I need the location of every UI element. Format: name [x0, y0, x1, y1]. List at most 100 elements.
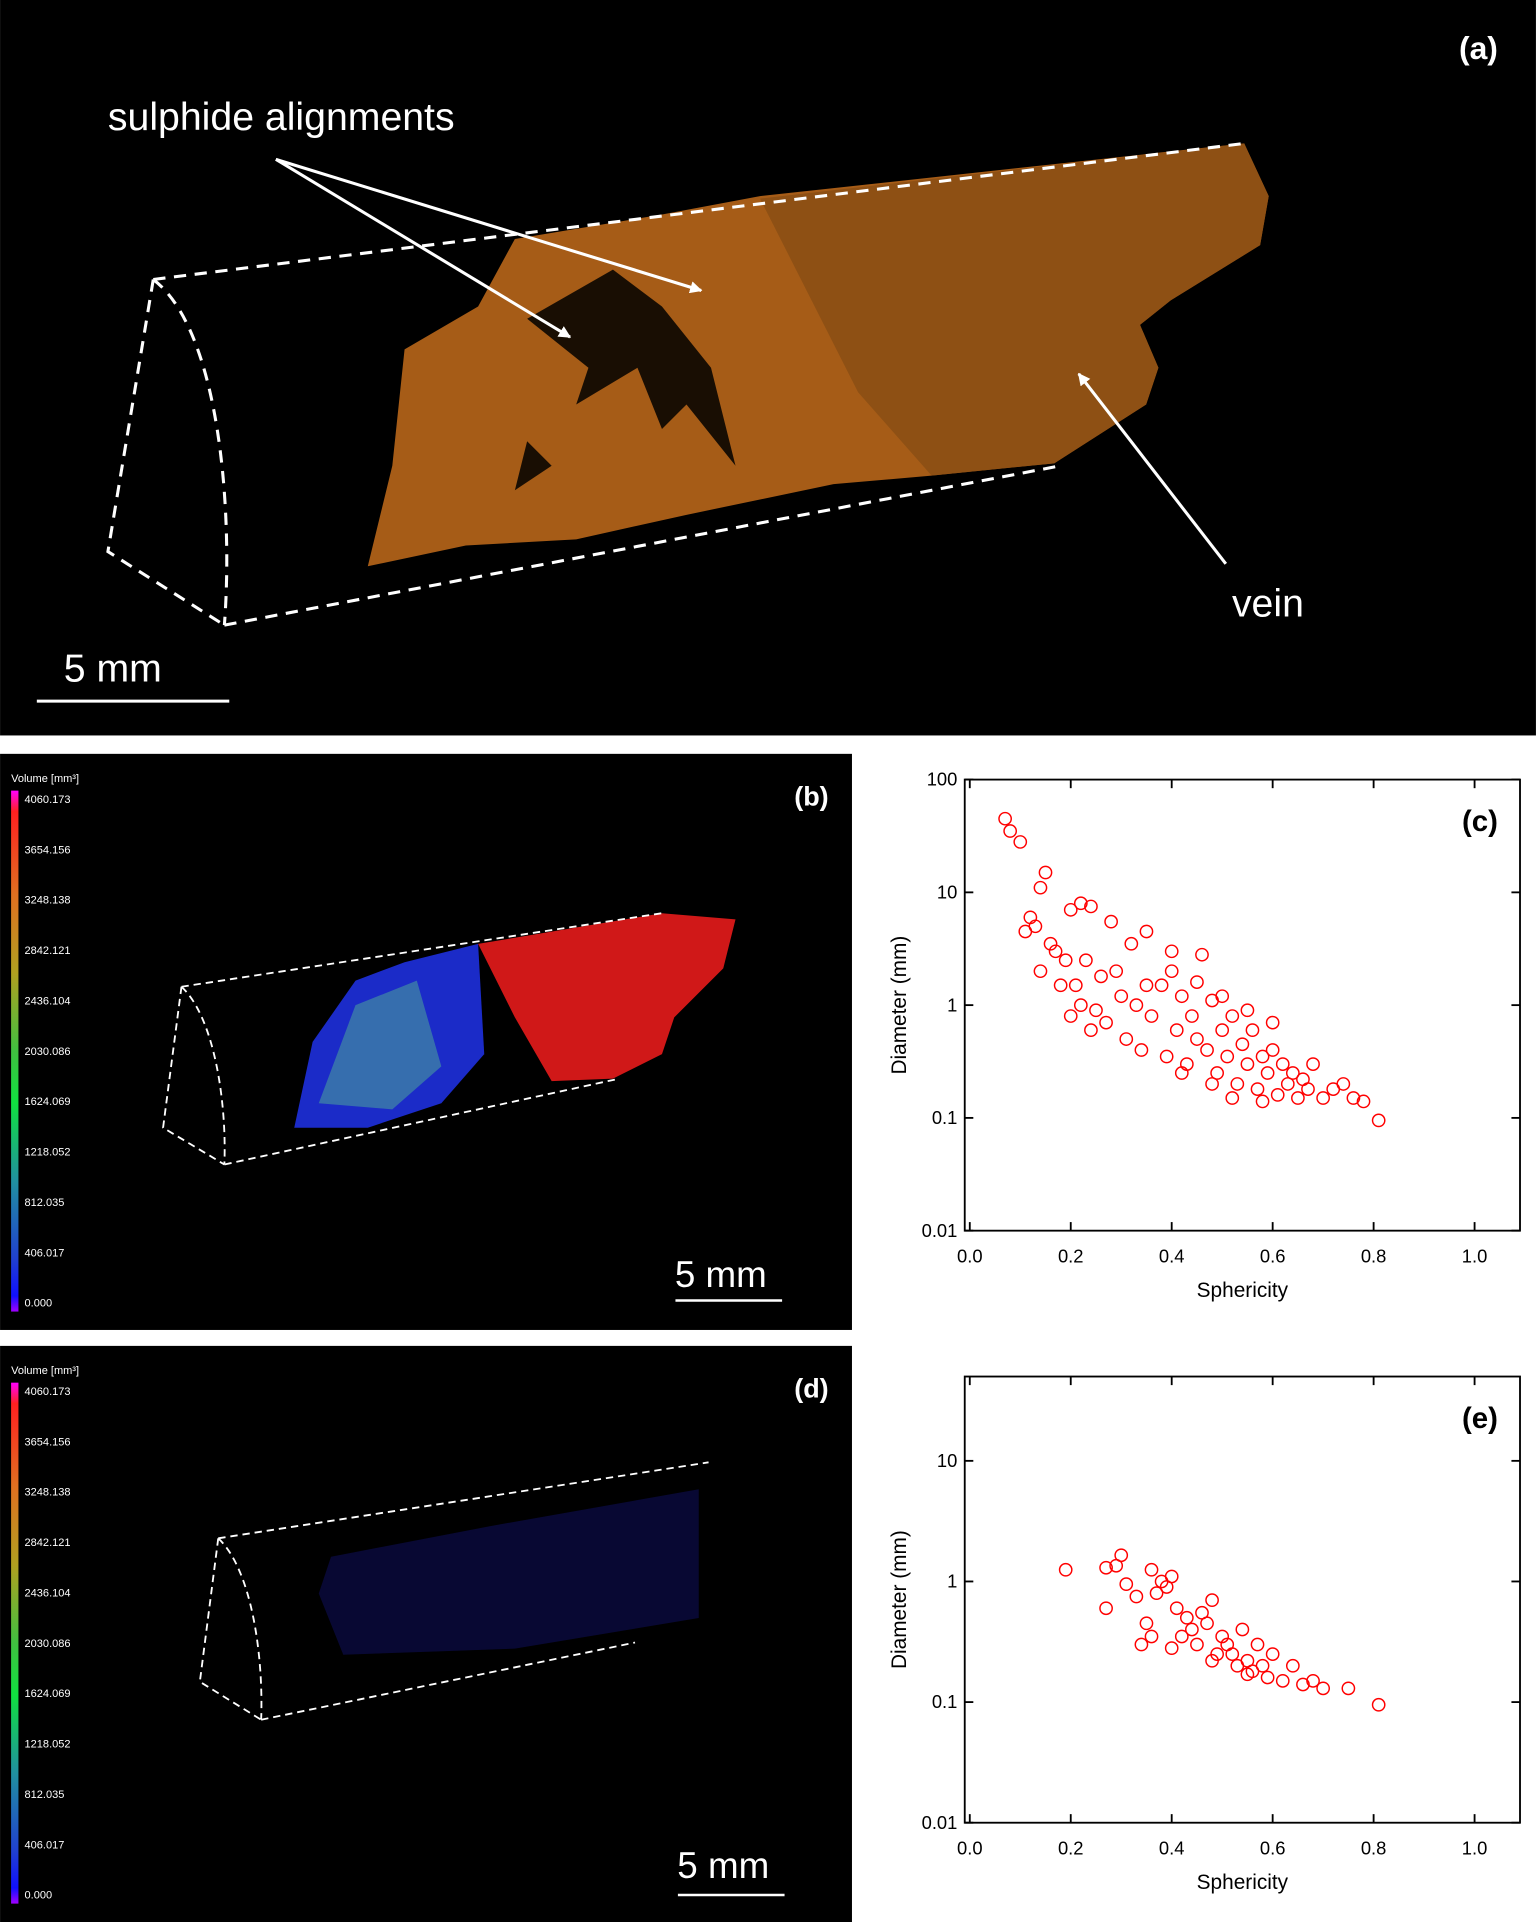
- colorbar-label: 3248.138: [25, 1487, 71, 1499]
- panel-a: sulphide alignments vein (a) 5 mm: [0, 0, 1536, 736]
- colorbar: [11, 790, 19, 1312]
- point: [1291, 1091, 1305, 1105]
- sample-outline: [162, 912, 663, 1166]
- y-tick-label: 1: [947, 994, 957, 1015]
- point: [1275, 1673, 1290, 1688]
- point: [1341, 1681, 1356, 1696]
- point: [1038, 865, 1053, 880]
- y-tick-label: 0.01: [922, 1812, 958, 1833]
- point: [1149, 1586, 1164, 1601]
- point: [1215, 1023, 1230, 1038]
- point: [1245, 1023, 1260, 1038]
- plot-frame: [963, 778, 1521, 1232]
- point: [1144, 1562, 1159, 1577]
- point: [1215, 989, 1230, 1004]
- y-axis-label: Diameter (mm): [888, 1530, 911, 1669]
- y-tick-label: 100: [927, 769, 958, 790]
- panel-label: (e): [1462, 1402, 1498, 1435]
- x-tick-label: 0.6: [1260, 1246, 1286, 1267]
- scale-label: 5 mm: [64, 647, 162, 691]
- render-cyan: [318, 980, 442, 1110]
- point: [1003, 824, 1018, 838]
- point: [1275, 1057, 1290, 1071]
- colorbar-label: 2842.121: [25, 1537, 71, 1549]
- point: [1240, 1667, 1255, 1682]
- point: [1129, 998, 1144, 1012]
- point: [1346, 1091, 1361, 1105]
- point: [1285, 1658, 1300, 1673]
- x-tick-label: 0.2: [1058, 1838, 1084, 1859]
- point: [1144, 1009, 1159, 1023]
- colorbar-title: Volume [mm³]: [11, 1365, 79, 1377]
- point: [1174, 1629, 1189, 1644]
- point: [1210, 1066, 1224, 1080]
- annotation: sulphide alignments: [108, 95, 455, 139]
- point: [1285, 1066, 1300, 1080]
- point: [1169, 1023, 1184, 1038]
- colorbar-label: 3248.138: [25, 895, 71, 907]
- sample-outline: [106, 141, 1245, 627]
- y-tick-label: 0.1: [932, 1691, 958, 1712]
- colorbar-label: 2436.104: [25, 995, 71, 1007]
- colorbar-label: 812.035: [25, 1197, 65, 1209]
- y-tick-label: 10: [937, 881, 957, 902]
- x-tick-label: 0.2: [1058, 1246, 1084, 1267]
- point: [1225, 1647, 1240, 1661]
- point: [1144, 1629, 1159, 1644]
- point: [1306, 1673, 1320, 1688]
- annotation: vein: [1232, 582, 1304, 626]
- point: [1139, 1616, 1154, 1631]
- colorbar-label: 4060.173: [25, 1386, 71, 1398]
- point: [1255, 1658, 1270, 1673]
- point: [1063, 1009, 1078, 1023]
- panel-label: (a): [1459, 30, 1498, 66]
- point: [1129, 1589, 1144, 1604]
- point: [1179, 1610, 1194, 1625]
- x-tick-label: 0.8: [1361, 1246, 1387, 1267]
- point: [1134, 1637, 1149, 1652]
- point: [1200, 1616, 1214, 1631]
- colorbar-label: 812.035: [25, 1789, 65, 1801]
- point: [1225, 1091, 1240, 1105]
- vein-render: [760, 143, 1269, 476]
- point: [1043, 936, 1058, 951]
- point: [1134, 1043, 1149, 1057]
- point: [1053, 978, 1068, 993]
- point: [1185, 1622, 1199, 1637]
- point: [1139, 924, 1154, 939]
- colorbar-label: 1624.069: [25, 1688, 71, 1700]
- point: [1174, 989, 1189, 1004]
- point: [1280, 1077, 1295, 1091]
- point: [1371, 1697, 1386, 1712]
- colorbar-label: 1218.052: [25, 1739, 71, 1751]
- x-tick-label: 0.4: [1159, 1838, 1185, 1859]
- point: [1013, 835, 1028, 849]
- x-tick-label: 0.0: [957, 1246, 983, 1267]
- point: [1154, 978, 1169, 993]
- point: [1301, 1082, 1315, 1096]
- point: [1255, 1094, 1270, 1109]
- panel-label: (d): [794, 1373, 828, 1403]
- colorbar-title: Volume [mm³]: [11, 773, 79, 785]
- point: [1028, 919, 1043, 934]
- point: [1073, 998, 1088, 1012]
- point: [1164, 944, 1179, 959]
- point: [1063, 902, 1078, 917]
- sample-outline: [198, 1461, 709, 1721]
- point: [1240, 1057, 1255, 1071]
- point: [1099, 1015, 1113, 1030]
- point: [1048, 944, 1063, 959]
- y-tick-label: 1: [947, 1571, 957, 1592]
- point: [1033, 880, 1048, 895]
- point: [1114, 989, 1129, 1004]
- colorbar-label: 1218.052: [25, 1147, 71, 1159]
- point: [1260, 1066, 1275, 1080]
- colorbar: [11, 1382, 19, 1904]
- colorbar-label: 0.000: [25, 1890, 53, 1902]
- point: [1220, 1049, 1235, 1064]
- point: [1119, 1032, 1134, 1046]
- point: [1164, 964, 1179, 979]
- panel-b: Volume [mm³] (b) 5 mm: [0, 753, 852, 1330]
- colorbar-label: 2436.104: [25, 1587, 71, 1599]
